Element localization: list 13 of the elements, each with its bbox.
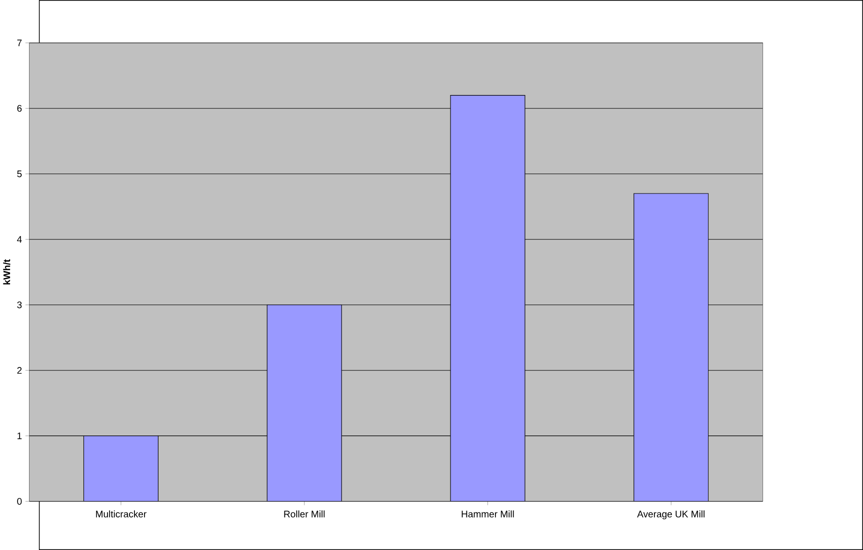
y-tick-label: 7 — [17, 40, 22, 46]
y-tick-label: 6 — [17, 105, 22, 112]
y-tick-label: 5 — [17, 170, 22, 178]
x-tick-label: Roller Mill — [284, 510, 325, 518]
y-tick-label: 2 — [17, 367, 22, 374]
x-tick-label: Average UK Mill — [637, 510, 704, 520]
y-tick-label: 4 — [17, 236, 22, 243]
y-axis-title: kWh/t — [3, 259, 10, 284]
y-tick-label: 0 — [17, 498, 22, 505]
x-tick-label: Multicracker — [96, 510, 146, 518]
y-tick-label: 1 — [18, 432, 22, 440]
x-tick-label: Hammer Mill — [462, 510, 514, 518]
y-tick-label: 3 — [17, 302, 22, 308]
